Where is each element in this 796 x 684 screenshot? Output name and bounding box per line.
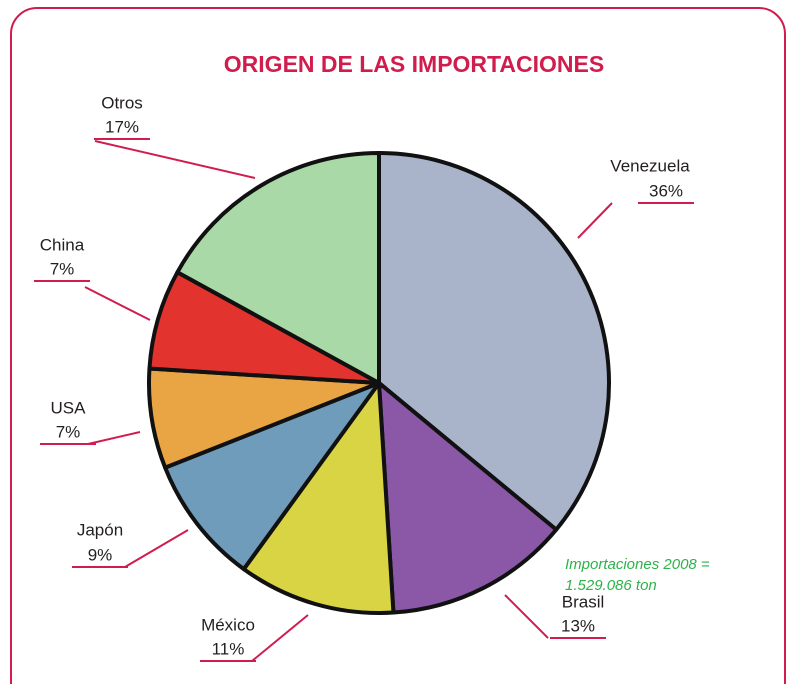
slice-label: USA xyxy=(51,398,87,417)
pie-slice xyxy=(175,151,381,385)
leader-line xyxy=(84,286,151,321)
slice-label: Japón xyxy=(77,520,123,539)
pie-slice xyxy=(377,151,611,532)
slice-label: Venezuela xyxy=(610,156,690,175)
leader-line xyxy=(577,202,613,239)
pie-slice xyxy=(163,381,381,572)
leader-line xyxy=(94,140,256,179)
value-label: 17% xyxy=(105,117,139,136)
chart-title: ORIGEN DE LAS IMPORTACIONES xyxy=(224,51,604,77)
leader-line xyxy=(504,594,549,639)
leader-line xyxy=(124,529,189,568)
pie-slice xyxy=(241,381,396,615)
slice-label: China xyxy=(40,235,85,254)
annotation: Importaciones 2008 = xyxy=(565,556,710,573)
value-label: 9% xyxy=(88,545,113,564)
value-label: 13% xyxy=(561,616,595,635)
value-label: 11% xyxy=(212,639,245,658)
leader-line xyxy=(251,614,309,662)
slice-label: México xyxy=(201,615,255,634)
value-label: 7% xyxy=(50,259,75,278)
value-label: 7% xyxy=(56,422,81,441)
annotation: 1.529.086 ton xyxy=(565,577,657,594)
leader-line xyxy=(87,431,141,445)
slice-label: Otros xyxy=(101,93,143,112)
value-label: 36% xyxy=(649,181,683,200)
slice-label: Brasil xyxy=(562,592,605,611)
pie-slice xyxy=(377,381,559,615)
